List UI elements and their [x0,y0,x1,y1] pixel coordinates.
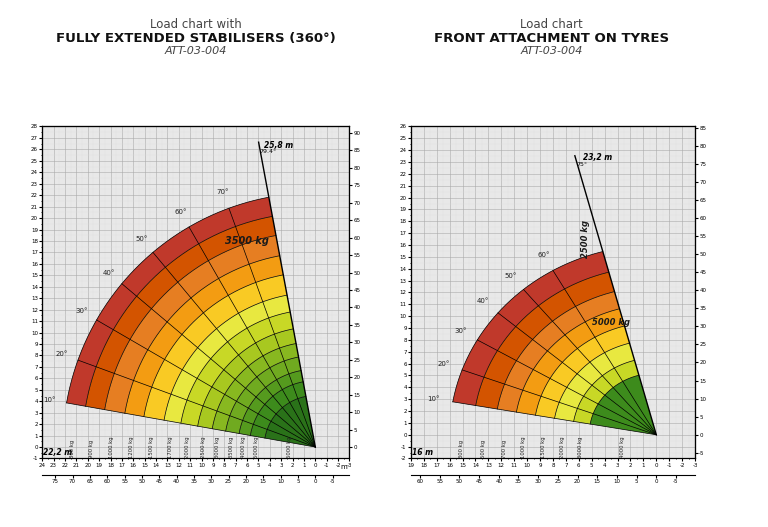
Polygon shape [574,360,639,424]
Text: 1500 kg: 1500 kg [149,436,154,458]
Text: 30°: 30° [455,328,467,334]
Polygon shape [239,370,303,435]
Text: 60°: 60° [174,209,187,215]
Text: 1200 kg: 1200 kg [129,436,134,458]
Text: 60°: 60° [537,252,550,258]
Polygon shape [212,344,299,431]
Text: 79.4°: 79.4° [259,150,276,154]
Text: 2500 kg: 2500 kg [200,436,206,458]
Text: 3000 kg: 3000 kg [215,436,220,458]
Text: 75°: 75° [576,162,588,167]
Text: 50°: 50° [505,273,517,279]
Text: 20°: 20° [56,351,68,357]
Text: 4000 kg: 4000 kg [241,436,246,458]
Text: Load chart: Load chart [520,18,583,32]
Text: 25,8 m: 25,8 m [263,141,293,150]
Text: 70°: 70° [217,189,230,195]
Text: FULLY EXTENDED STABILISERS (360°): FULLY EXTENDED STABILISERS (360°) [56,32,336,45]
Text: 700 kg: 700 kg [502,440,507,458]
Text: Load chart with: Load chart with [150,18,242,32]
Polygon shape [67,197,273,406]
Text: 30°: 30° [75,308,88,315]
Polygon shape [104,236,280,413]
Text: 4000 kg: 4000 kg [621,436,625,458]
Text: 50°: 50° [136,236,148,242]
Text: 1000 kg: 1000 kg [109,436,114,458]
Text: 800 kg: 800 kg [70,440,75,458]
Polygon shape [164,295,290,423]
Text: 40°: 40° [477,298,489,305]
Polygon shape [226,357,301,434]
Text: 22,2 m: 22,2 m [43,448,73,457]
Text: 1000 kg: 1000 kg [521,436,526,458]
Text: 3500 kg: 3500 kg [229,436,233,458]
Text: m: m [340,464,347,470]
Polygon shape [250,382,306,438]
Text: 20°: 20° [438,361,450,367]
Polygon shape [125,256,283,417]
Text: 900 kg: 900 kg [89,440,94,458]
Text: 1700 kg: 1700 kg [167,436,173,458]
Text: 2000 kg: 2000 kg [185,436,190,458]
Polygon shape [590,375,657,435]
Text: 500 kg: 500 kg [482,440,486,458]
Text: 300 kg: 300 kg [458,440,464,458]
Polygon shape [180,312,293,426]
Polygon shape [144,275,287,420]
Text: 3500 kg: 3500 kg [225,236,269,246]
Text: 5000 kg: 5000 kg [592,318,630,327]
Text: 2500 kg: 2500 kg [581,220,590,258]
Text: 10°: 10° [44,397,56,403]
Polygon shape [516,309,624,415]
Text: 2000 kg: 2000 kg [560,436,565,458]
Text: 1500 kg: 1500 kg [541,436,546,458]
Text: 5000 kg: 5000 kg [254,436,260,458]
Text: 3000 kg: 3000 kg [578,436,583,458]
Polygon shape [265,396,316,447]
Polygon shape [554,343,634,422]
Polygon shape [197,329,296,429]
Polygon shape [498,291,620,412]
Text: FRONT ATTACHMENT ON TYRES: FRONT ATTACHMENT ON TYRES [434,32,669,45]
Text: ATT-03-004: ATT-03-004 [520,46,583,56]
Text: 16 m: 16 m [412,448,433,457]
Text: ATT-03-004: ATT-03-004 [164,46,227,56]
Text: 10°: 10° [428,396,440,402]
Text: 40°: 40° [103,270,115,276]
Text: 6000 kg: 6000 kg [287,436,292,458]
Polygon shape [535,326,630,418]
Polygon shape [453,251,609,406]
Text: 23,2 m: 23,2 m [584,153,613,162]
Polygon shape [475,272,614,409]
Polygon shape [85,217,276,409]
